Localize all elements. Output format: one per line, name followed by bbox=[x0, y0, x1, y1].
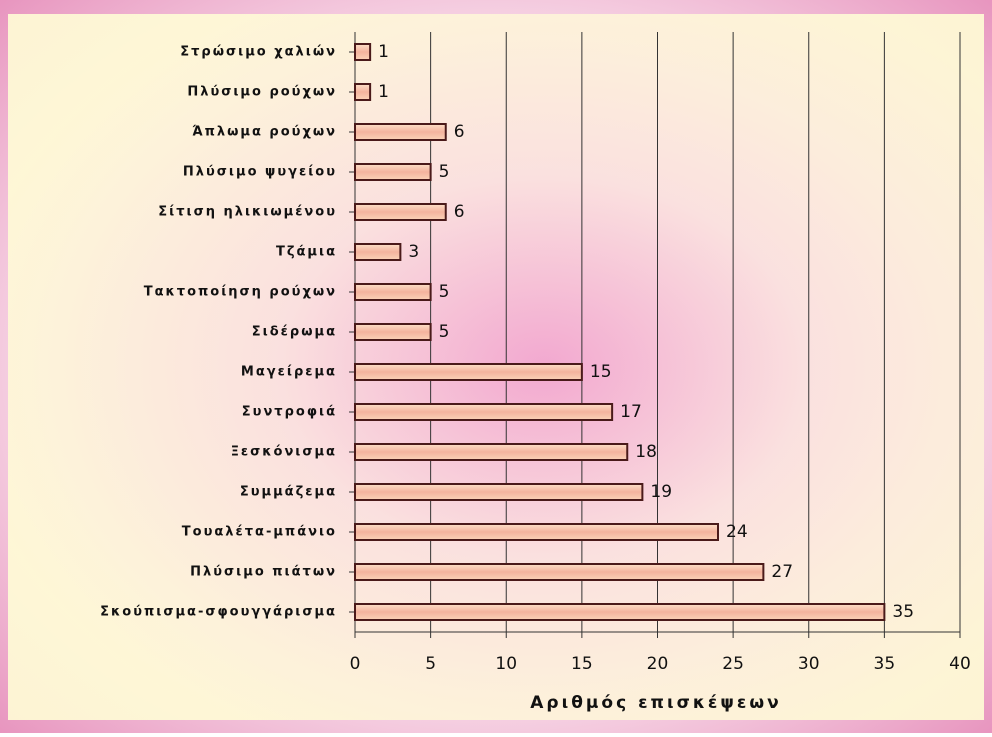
bar bbox=[354, 363, 583, 381]
y-tick-label: Πλύσιμο πιάτων bbox=[190, 565, 337, 580]
y-tick-label: Στρώσιμο χαλιών bbox=[180, 45, 337, 60]
data-label: 5 bbox=[439, 282, 450, 302]
data-label: 35 bbox=[892, 602, 914, 622]
y-tick-label: Τουαλέτα-μπάνιο bbox=[182, 525, 337, 540]
bar bbox=[354, 43, 372, 61]
bar bbox=[354, 283, 432, 301]
data-label: 17 bbox=[620, 402, 642, 422]
x-tick-label: 40 bbox=[949, 654, 971, 674]
x-tick-label: 20 bbox=[647, 654, 669, 674]
y-tick-label: Τακτοποίηση ρούχων bbox=[144, 285, 337, 300]
x-tick-label: 35 bbox=[874, 654, 896, 674]
data-label: 24 bbox=[726, 522, 748, 542]
y-tick-label: Σίτιση ηλικιωμένου bbox=[158, 205, 337, 220]
bar bbox=[354, 163, 432, 181]
data-label: 5 bbox=[439, 162, 450, 182]
y-tick-label: Μαγείρεμα bbox=[241, 365, 337, 380]
data-label: 6 bbox=[454, 202, 465, 222]
x-axis-title: Αριθμός επισκέψεων bbox=[530, 693, 781, 713]
bar bbox=[354, 523, 719, 541]
x-tick-label: 30 bbox=[798, 654, 820, 674]
y-tick-label: Συντροφιά bbox=[242, 405, 337, 420]
bar bbox=[354, 563, 765, 581]
bar bbox=[354, 403, 614, 421]
x-tick-label: 5 bbox=[425, 654, 436, 674]
data-label: 1 bbox=[378, 82, 389, 102]
x-tick-label: 25 bbox=[722, 654, 744, 674]
data-label: 15 bbox=[590, 362, 612, 382]
bar bbox=[354, 83, 372, 101]
x-tick-label: 10 bbox=[495, 654, 517, 674]
bar bbox=[354, 243, 402, 261]
data-label: 18 bbox=[635, 442, 657, 462]
data-label: 5 bbox=[439, 322, 450, 342]
y-tick-label: Σιδέρωμα bbox=[252, 325, 337, 340]
data-label: 6 bbox=[454, 122, 465, 142]
bar bbox=[354, 603, 886, 621]
y-tick-label: Ξεσκόνισμα bbox=[231, 445, 337, 460]
data-label: 19 bbox=[650, 482, 672, 502]
data-label: 3 bbox=[408, 242, 419, 262]
y-tick-label: Πλύσιμο ρούχων bbox=[187, 85, 337, 100]
y-tick-label: Σκούπισμα-σφουγγάρισμα bbox=[100, 605, 337, 620]
bar bbox=[354, 123, 447, 141]
y-tick-label: Άπλωμα ρούχων bbox=[192, 125, 337, 140]
x-tick-label: 0 bbox=[350, 654, 361, 674]
x-tick-label: 15 bbox=[571, 654, 593, 674]
y-tick-label: Πλύσιμο ψυγείου bbox=[183, 165, 337, 180]
y-tick-label: Τζάμια bbox=[276, 245, 337, 260]
data-label: 1 bbox=[378, 42, 389, 62]
bar bbox=[354, 323, 432, 341]
bar bbox=[354, 483, 644, 501]
data-label: 27 bbox=[771, 562, 793, 582]
bar bbox=[354, 203, 447, 221]
bar bbox=[354, 443, 629, 461]
y-tick-label: Συμμάζεμα bbox=[240, 485, 337, 500]
